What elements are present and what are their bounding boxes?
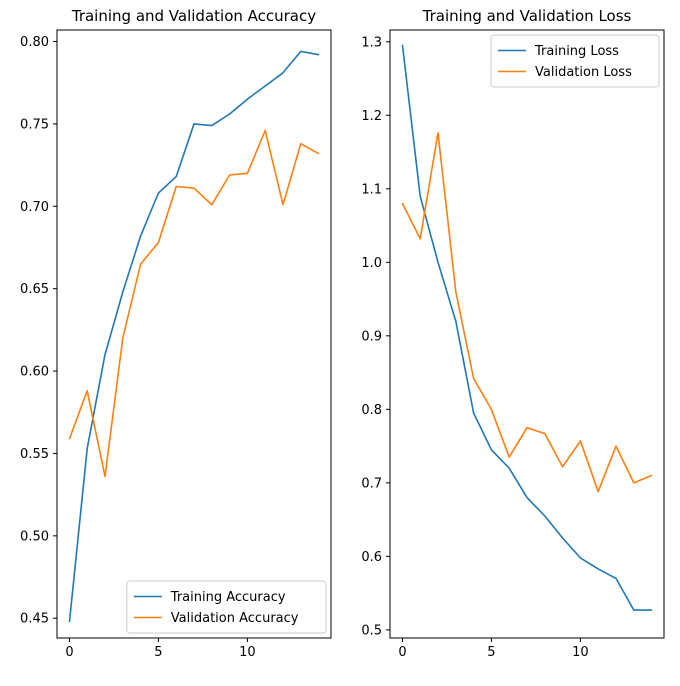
y-tick-label: 0.65 xyxy=(20,282,49,297)
y-tick-label: 0.75 xyxy=(20,117,49,132)
x-tick-label: 5 xyxy=(487,645,495,660)
x-tick-label: 0 xyxy=(398,645,406,660)
y-tick-label: 0.55 xyxy=(20,447,49,462)
validation-accuracy-line xyxy=(68,129,320,478)
chart-title: Training and Validation Loss xyxy=(422,7,632,25)
validation-loss-legend-label: Validation Loss xyxy=(535,65,632,80)
training-accuracy-legend-label: Training Accuracy xyxy=(170,590,286,605)
x-tick-label: 10 xyxy=(239,645,256,660)
training-and-validation-accuracy-chart: 0.45 0.50 0.55 0.60 0.65 0.70 0.75 0.80 0 5 10 Trai… xyxy=(20,7,332,660)
legend: Training Loss Validation Loss xyxy=(490,34,660,88)
y-tick-label: 0.60 xyxy=(20,365,49,380)
training-accuracy-line xyxy=(68,50,320,623)
y-tick-label: 0.7 xyxy=(361,476,382,491)
y-tick-label: 1.2 xyxy=(361,109,382,124)
y-tick-label: 1.3 xyxy=(361,35,382,50)
legend-box xyxy=(126,580,327,634)
x-tick-label: 10 xyxy=(572,645,589,660)
chart-title: Training and Validation Accuracy xyxy=(71,7,316,25)
y-tick-label: 0.45 xyxy=(20,612,49,627)
legend: Training Accuracy Validation Accuracy xyxy=(126,580,327,634)
training-and-validation-loss-chart: 0.5 0.6 0.7 0.8 0.9 1.0 1.1 1.2 1.3 0 5 10 Training … xyxy=(361,7,665,660)
y-tick-label: 1.0 xyxy=(361,256,382,271)
y-tick-label: 0.9 xyxy=(361,329,382,344)
training-loss-legend-label: Training Loss xyxy=(534,44,619,59)
legend-box xyxy=(490,34,660,88)
training-loss-line xyxy=(401,44,653,611)
validation-loss-line xyxy=(401,132,653,493)
axes-frame xyxy=(389,29,665,639)
x-tick-label: 0 xyxy=(65,645,73,660)
y-tick-label: 0.5 xyxy=(361,623,382,638)
axes-frame xyxy=(56,29,332,639)
validation-accuracy-legend-label: Validation Accuracy xyxy=(171,611,299,626)
y-tick-label: 0.70 xyxy=(20,200,49,215)
y-tick-label: 0.8 xyxy=(361,403,382,418)
y-tick-label: 0.50 xyxy=(20,529,49,544)
y-tick-label: 0.6 xyxy=(361,550,382,565)
y-tick-label: 0.80 xyxy=(20,35,49,50)
y-tick-label: 1.1 xyxy=(361,182,382,197)
x-tick-label: 5 xyxy=(154,645,162,660)
